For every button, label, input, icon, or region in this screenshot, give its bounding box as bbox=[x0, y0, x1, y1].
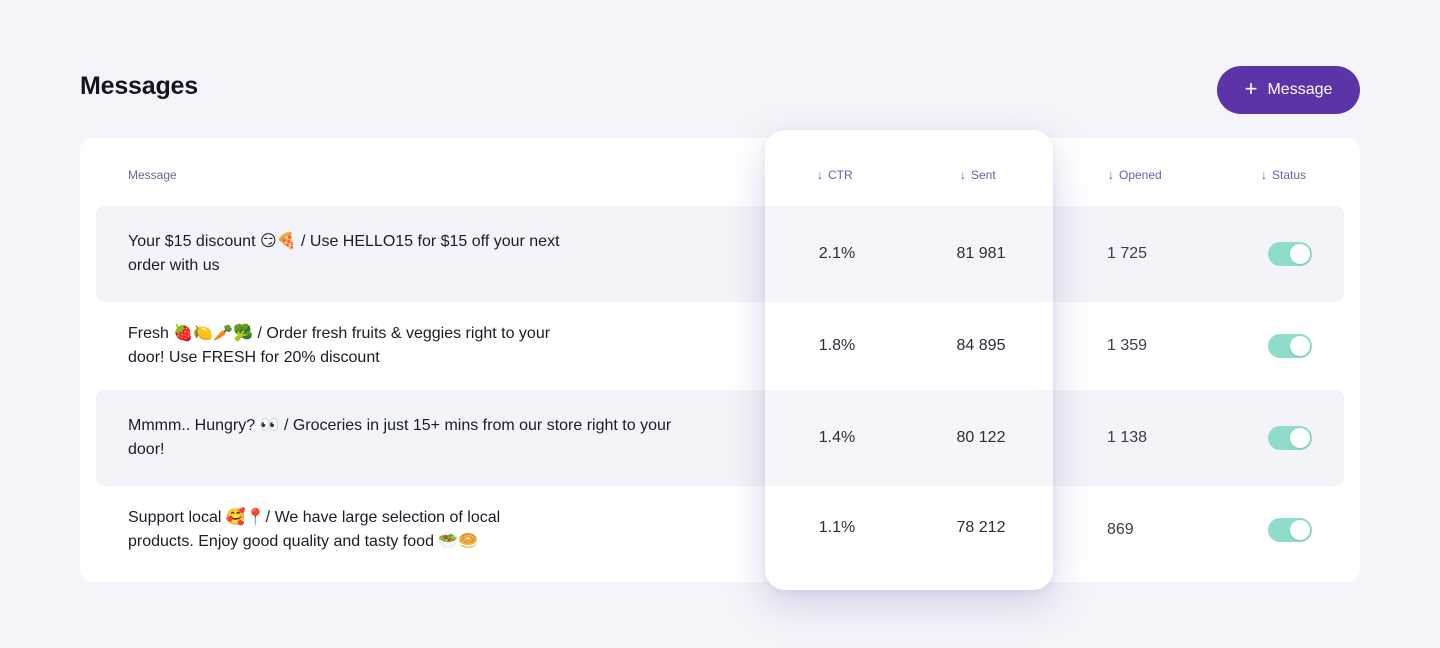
column-header-message[interactable]: Message bbox=[128, 168, 177, 182]
page-title: Messages bbox=[80, 72, 198, 100]
table-row-message[interactable]: Mmmm.. Hungry? 👀 / Groceries in just 15+… bbox=[128, 417, 672, 458]
arrow-down-icon: ↓ bbox=[960, 168, 966, 182]
add-message-label: Message bbox=[1267, 81, 1333, 98]
ctr-value: 2.1% bbox=[818, 245, 856, 262]
status-toggle[interactable] bbox=[1268, 426, 1312, 450]
column-header-sent[interactable]: ↓ Sent bbox=[960, 168, 996, 182]
add-message-button[interactable]: + Message bbox=[1217, 66, 1360, 114]
sent-value: 81 981 bbox=[956, 245, 1006, 262]
status-toggle[interactable] bbox=[1268, 518, 1312, 542]
arrow-down-icon: ↓ bbox=[1261, 168, 1267, 182]
highlight-row-band bbox=[765, 206, 1053, 302]
ctr-value: 1.1% bbox=[818, 519, 856, 536]
column-header-status[interactable]: ↓ Status bbox=[1261, 168, 1307, 182]
table-row-message[interactable]: Your $15 discount 😏🍕 / Use HELLO15 for $… bbox=[128, 233, 560, 274]
table-row-message[interactable]: Support local 🥰📍/ We have large selectio… bbox=[128, 509, 501, 550]
toggle-knob bbox=[1290, 244, 1310, 264]
opened-value: 1 359 bbox=[1107, 337, 1148, 354]
ctr-value: 1.8% bbox=[818, 337, 856, 354]
column-header-ctr[interactable]: ↓ CTR bbox=[817, 168, 853, 182]
plus-icon: + bbox=[1244, 76, 1258, 101]
opened-value: 1 725 bbox=[1107, 245, 1148, 262]
opened-value: 1 138 bbox=[1107, 429, 1148, 446]
highlight-row-band bbox=[765, 390, 1053, 486]
toggle-knob bbox=[1290, 336, 1310, 356]
table-row-bg bbox=[96, 390, 1344, 486]
status-toggle[interactable] bbox=[1268, 242, 1312, 266]
opened-value: 869 bbox=[1107, 521, 1134, 538]
sent-value: 80 122 bbox=[956, 429, 1006, 446]
toggle-knob bbox=[1290, 520, 1310, 540]
ctr-value: 1.4% bbox=[818, 429, 856, 446]
status-toggle[interactable] bbox=[1268, 334, 1312, 358]
arrow-down-icon: ↓ bbox=[817, 168, 823, 182]
table-row-bg bbox=[96, 206, 1344, 302]
column-header-opened[interactable]: ↓ Opened bbox=[1108, 168, 1162, 182]
sent-value: 78 212 bbox=[956, 519, 1006, 536]
toggle-knob bbox=[1290, 428, 1310, 448]
table-row-message[interactable]: Fresh 🍓🍋🥕🥦 / Order fresh fruits & veggie… bbox=[128, 325, 551, 366]
arrow-down-icon: ↓ bbox=[1108, 168, 1114, 182]
sent-value: 84 895 bbox=[956, 337, 1006, 354]
